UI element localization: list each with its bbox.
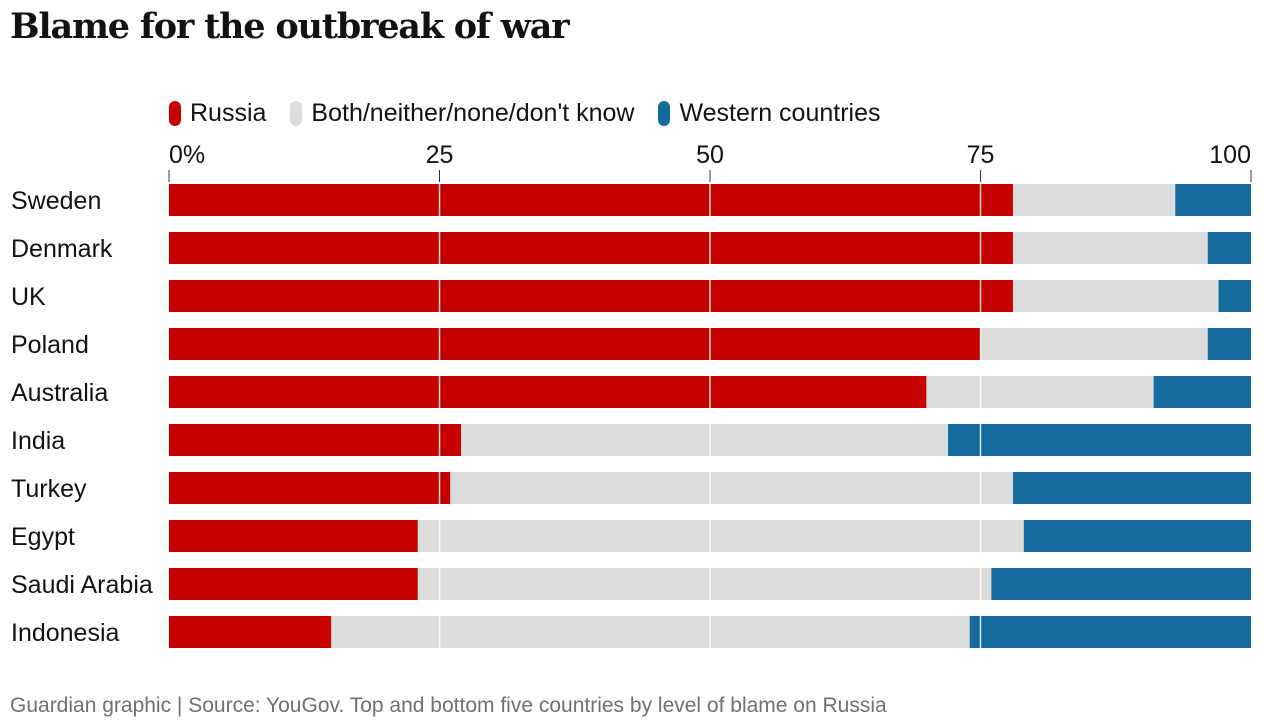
legend-label-western: Western countries bbox=[679, 98, 881, 127]
legend-swatch-western bbox=[658, 100, 671, 126]
x-tick-label: 0% bbox=[169, 141, 205, 169]
bar-russia bbox=[169, 424, 462, 456]
bar-western bbox=[991, 568, 1251, 600]
bar-western bbox=[1207, 328, 1251, 360]
legend-item-both: Both/neither/none/don't know bbox=[290, 99, 634, 128]
bar-western bbox=[1218, 280, 1251, 312]
bar-western bbox=[1175, 184, 1251, 216]
category-label: Egypt bbox=[11, 523, 75, 551]
category-label: Sweden bbox=[11, 187, 101, 215]
bar-russia bbox=[169, 376, 927, 408]
category-label: India bbox=[11, 427, 65, 455]
bar-russia bbox=[169, 616, 332, 648]
x-tick-label: 75 bbox=[967, 141, 995, 169]
bar-russia bbox=[169, 328, 981, 360]
bar-both bbox=[450, 472, 1013, 504]
source-note: Guardian graphic | Source: YouGov. Top a… bbox=[10, 694, 887, 717]
category-label: Indonesia bbox=[11, 619, 120, 647]
bar-western bbox=[948, 424, 1251, 456]
bar-russia bbox=[169, 280, 1013, 312]
bar-western bbox=[969, 616, 1251, 648]
bar-both bbox=[417, 520, 1024, 552]
legend-item-russia: Russia bbox=[169, 99, 266, 128]
category-label: Poland bbox=[11, 331, 89, 359]
bar-russia bbox=[169, 568, 418, 600]
chart-title: Blame for the outbreak of war bbox=[10, 6, 570, 47]
bar-both bbox=[980, 328, 1208, 360]
bar-both bbox=[1012, 184, 1176, 216]
category-label: Denmark bbox=[11, 235, 113, 263]
x-tick-label: 50 bbox=[696, 141, 724, 169]
legend-swatch-both bbox=[290, 100, 303, 126]
stacked-bar-chart: 0% 25 50 75 100 Sweden Denmark UK Poland Australi… bbox=[11, 141, 1252, 648]
legend: Russia Both/neither/none/don't know West… bbox=[169, 98, 905, 128]
legend-label-both: Both/neither/none/don't know bbox=[311, 98, 635, 127]
category-label: Turkey bbox=[11, 475, 87, 503]
bar-western bbox=[1153, 376, 1251, 408]
bar-both bbox=[331, 616, 970, 648]
bar-both bbox=[461, 424, 949, 456]
bar-both bbox=[926, 376, 1154, 408]
bar-western bbox=[1012, 472, 1251, 504]
bar-russia bbox=[169, 184, 1013, 216]
x-tick-label: 25 bbox=[426, 141, 454, 169]
category-label: Saudi Arabia bbox=[11, 571, 153, 599]
x-tick-label: 100 bbox=[1209, 141, 1251, 169]
legend-item-western: Western countries bbox=[658, 98, 881, 128]
bar-russia bbox=[169, 472, 451, 504]
bar-western bbox=[1207, 232, 1251, 264]
bar-both bbox=[1012, 232, 1208, 264]
bar-both bbox=[1012, 280, 1219, 312]
bar-russia bbox=[169, 232, 1013, 264]
legend-swatch-russia bbox=[169, 100, 181, 126]
category-label: UK bbox=[11, 283, 46, 311]
bar-western bbox=[1023, 520, 1251, 552]
legend-label-russia: Russia bbox=[190, 98, 267, 127]
bar-both bbox=[417, 568, 992, 600]
category-label: Australia bbox=[11, 379, 108, 407]
bar-russia bbox=[169, 520, 418, 552]
